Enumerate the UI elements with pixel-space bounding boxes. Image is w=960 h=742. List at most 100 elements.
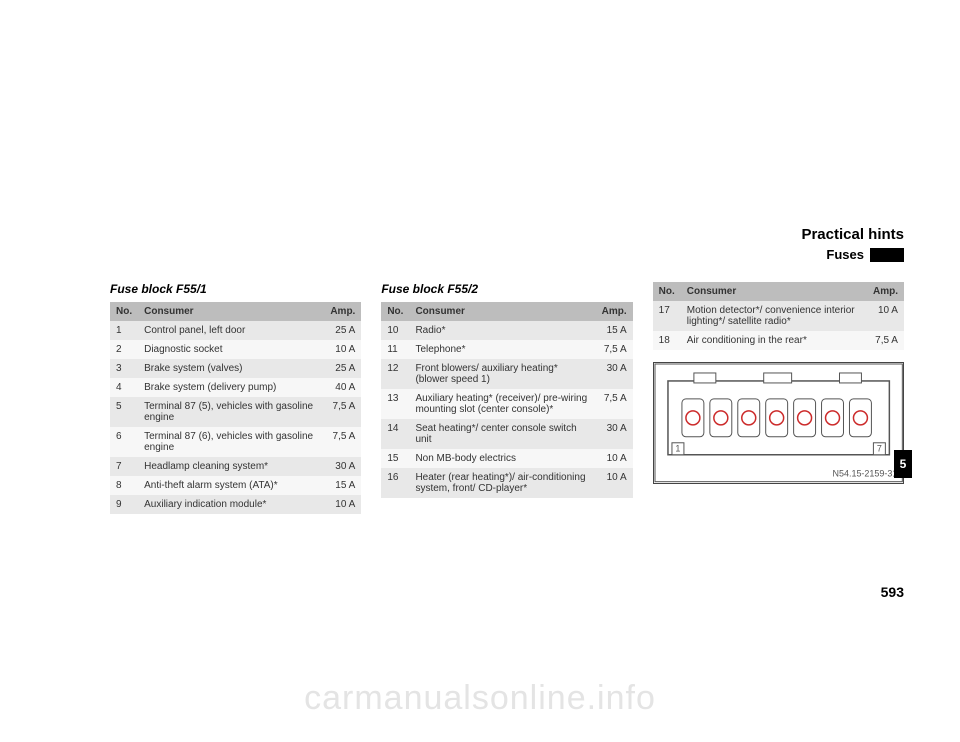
cell-amp: 7,5 A (596, 389, 633, 419)
cell-consumer: Radio* (409, 321, 595, 340)
cell-consumer: Non MB-body electrics (409, 449, 595, 468)
cell-amp: 30 A (324, 457, 361, 476)
th-no: No. (653, 282, 681, 301)
table-row: 16Heater (rear heating*)/ air-conditioni… (381, 468, 632, 498)
cell-no: 1 (110, 321, 138, 340)
table-body-3: 17Motion detector*/ convenience interior… (653, 301, 904, 350)
cell-consumer: Auxiliary heating* (receiver)/ pre-wirin… (409, 389, 595, 419)
cell-amp: 7,5 A (324, 397, 361, 427)
cell-amp: 30 A (596, 359, 633, 389)
table-row: 17Motion detector*/ convenience interior… (653, 301, 904, 331)
table-row: 11Telephone*7,5 A (381, 340, 632, 359)
table-row: 10Radio*15 A (381, 321, 632, 340)
cell-consumer: Terminal 87 (6), vehicles with gasoline … (138, 427, 324, 457)
fuse-slot (765, 399, 787, 437)
subsection-title: Fuses (826, 247, 864, 262)
fuse-slots (682, 399, 871, 437)
table-row: 14Seat heating*/ center console switch u… (381, 419, 632, 449)
th-consumer: Consumer (409, 302, 595, 321)
fuse-block-title-1: Fuse block F55/1 (110, 282, 361, 296)
cell-amp: 7,5 A (867, 331, 904, 350)
fuse-slot (793, 399, 815, 437)
th-amp: Amp. (596, 302, 633, 321)
cell-amp: 10 A (867, 301, 904, 331)
cell-no: 16 (381, 468, 409, 498)
cell-no: 12 (381, 359, 409, 389)
cell-no: 8 (110, 476, 138, 495)
cell-no: 4 (110, 378, 138, 397)
cell-amp: 10 A (324, 340, 361, 359)
table-row: 18Air conditioning in the rear*7,5 A (653, 331, 904, 350)
section-marker (870, 248, 904, 262)
cell-amp: 25 A (324, 359, 361, 378)
table-row: 13Auxiliary heating* (receiver)/ pre-wir… (381, 389, 632, 419)
chapter-tab: 5 (894, 450, 912, 478)
table-row: 5Terminal 87 (5), vehicles with gasoline… (110, 397, 361, 427)
fuse-slot (821, 399, 843, 437)
table-row: 3Brake system (valves)25 A (110, 359, 361, 378)
cell-no: 5 (110, 397, 138, 427)
cell-consumer: Control panel, left door (138, 321, 324, 340)
diagram-caption: N54.15-2159-31 (832, 469, 897, 479)
chapter-tab-label: 5 (900, 457, 907, 471)
cell-consumer: Telephone* (409, 340, 595, 359)
fuse-diagram: 1 7 N54.15-2159-31 (653, 362, 904, 484)
table-row: 9Auxiliary indication module*10 A (110, 495, 361, 514)
cell-consumer: Terminal 87 (5), vehicles with gasoline … (138, 397, 324, 427)
table-row: 12Front blowers/ auxiliary heating* (blo… (381, 359, 632, 389)
cell-amp: 25 A (324, 321, 361, 340)
cell-consumer: Auxiliary indication module* (138, 495, 324, 514)
table-row: 8Anti-theft alarm system (ATA)*15 A (110, 476, 361, 495)
subsection-line: Fuses (801, 247, 904, 262)
cell-no: 11 (381, 340, 409, 359)
th-consumer: Consumer (681, 282, 867, 301)
cell-no: 6 (110, 427, 138, 457)
cell-consumer: Air conditioning in the rear* (681, 331, 867, 350)
cell-amp: 15 A (324, 476, 361, 495)
cell-amp: 10 A (596, 449, 633, 468)
fuse-table-1: No. Consumer Amp. 1Control panel, left d… (110, 302, 361, 514)
column-3: No. Consumer Amp. 17Motion detector*/ co… (653, 282, 904, 514)
table-row: 2Diagnostic socket10 A (110, 340, 361, 359)
page-number: 593 (881, 584, 904, 600)
column-1: Fuse block F55/1 No. Consumer Amp. 1Cont… (110, 282, 361, 514)
page: Practical hints Fuses Fuse block F55/1 N… (0, 0, 960, 742)
cell-consumer: Seat heating*/ center console switch uni… (409, 419, 595, 449)
cell-consumer: Motion detector*/ convenience interior l… (681, 301, 867, 331)
cell-amp: 10 A (324, 495, 361, 514)
fuse-table-2: No. Consumer Amp. 10Radio*15 A11Telephon… (381, 302, 632, 498)
cell-consumer: Anti-theft alarm system (ATA)* (138, 476, 324, 495)
fuse-block-title-2: Fuse block F55/2 (381, 282, 632, 296)
th-no: No. (381, 302, 409, 321)
fuse-slot (710, 399, 732, 437)
table-header-row: No. Consumer Amp. (110, 302, 361, 321)
table-header-row: No. Consumer Amp. (653, 282, 904, 301)
table-row: 4Brake system (delivery pump)40 A (110, 378, 361, 397)
cell-consumer: Front blowers/ auxiliary heating* (blowe… (409, 359, 595, 389)
page-header: Practical hints Fuses (801, 226, 904, 262)
column-2: Fuse block F55/2 No. Consumer Amp. 10Rad… (381, 282, 632, 514)
cell-no: 3 (110, 359, 138, 378)
cell-no: 14 (381, 419, 409, 449)
diagram-label-left: 1 (675, 444, 680, 454)
table-row: 15Non MB-body electrics10 A (381, 449, 632, 468)
cell-no: 7 (110, 457, 138, 476)
cell-amp: 10 A (596, 468, 633, 498)
cell-amp: 15 A (596, 321, 633, 340)
cell-no: 13 (381, 389, 409, 419)
cell-consumer: Diagnostic socket (138, 340, 324, 359)
th-no: No. (110, 302, 138, 321)
section-title: Practical hints (801, 226, 904, 243)
fuse-slot (849, 399, 871, 437)
table-body-1: 1Control panel, left door25 A2Diagnostic… (110, 321, 361, 514)
cell-consumer: Heater (rear heating*)/ air-conditioning… (409, 468, 595, 498)
fuse-table-3: No. Consumer Amp. 17Motion detector*/ co… (653, 282, 904, 350)
cell-no: 9 (110, 495, 138, 514)
diagram-label-right: 7 (877, 444, 882, 454)
cell-no: 10 (381, 321, 409, 340)
cell-no: 17 (653, 301, 681, 331)
cell-amp: 7,5 A (324, 427, 361, 457)
cell-consumer: Brake system (valves) (138, 359, 324, 378)
table-row: 7Headlamp cleaning system*30 A (110, 457, 361, 476)
table-body-2: 10Radio*15 A11Telephone*7,5 A12Front blo… (381, 321, 632, 498)
